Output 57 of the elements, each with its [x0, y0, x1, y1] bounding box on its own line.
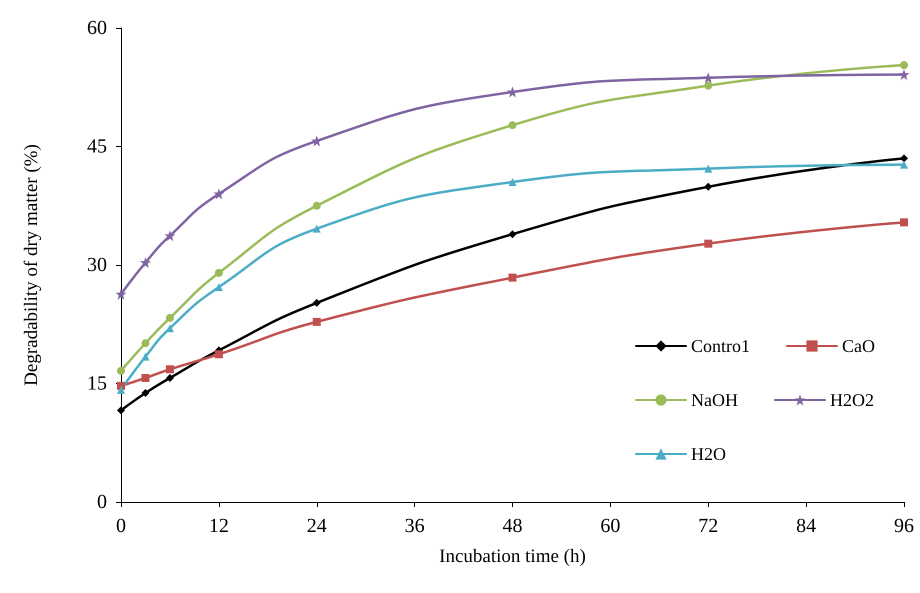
x-tick-label: 12 — [208, 515, 229, 537]
point — [508, 121, 516, 130]
x-tick-label: 84 — [796, 515, 816, 537]
point — [116, 288, 126, 300]
y-tick-label: 30 — [87, 254, 107, 276]
legend-label: NaOH — [691, 390, 738, 410]
point — [166, 314, 174, 322]
legend-label: H2O — [691, 444, 726, 464]
point — [900, 160, 908, 169]
point — [508, 230, 516, 238]
point — [900, 61, 908, 70]
x-tick-label: 96 — [894, 515, 914, 537]
point — [312, 318, 321, 326]
point — [117, 386, 125, 394]
y-tick-label: 0 — [97, 491, 107, 513]
point — [164, 230, 176, 242]
y-tick-label: 15 — [87, 372, 107, 394]
x-tick-label: 60 — [600, 515, 620, 537]
y-tick-label: 45 — [87, 136, 107, 158]
point — [214, 350, 223, 358]
y-axis-title: Degradability of dry matter (%) — [21, 144, 42, 386]
x-tick-label: 0 — [116, 515, 126, 537]
x-tick-label: 24 — [306, 515, 327, 537]
x-tick-label: 72 — [698, 515, 718, 537]
point — [312, 224, 321, 233]
point — [508, 178, 516, 186]
legend-label: H2O2 — [830, 390, 874, 410]
point — [312, 298, 321, 307]
x-axis-title: Incubation time (h) — [439, 546, 586, 567]
x-tick-label: 48 — [502, 515, 522, 537]
point — [214, 268, 223, 277]
point — [140, 257, 151, 268]
point — [704, 240, 712, 248]
point — [141, 388, 150, 397]
point — [312, 202, 321, 210]
y-tick-label: 60 — [87, 17, 107, 39]
point — [141, 339, 150, 348]
x-tick-label: 36 — [404, 515, 425, 537]
point — [900, 154, 908, 162]
point — [900, 218, 908, 226]
legend-label: Contro1 — [691, 336, 750, 356]
point — [117, 366, 125, 375]
point — [117, 406, 125, 414]
point — [898, 69, 910, 80]
point — [141, 352, 150, 361]
point — [704, 182, 712, 191]
point — [141, 374, 150, 382]
point — [702, 72, 714, 84]
point — [704, 164, 712, 173]
point — [704, 82, 712, 90]
point — [311, 135, 322, 146]
point — [166, 374, 174, 382]
point — [166, 365, 174, 374]
point — [214, 283, 223, 292]
legend-label: CaO — [842, 336, 876, 356]
point — [213, 188, 224, 200]
point — [508, 274, 516, 282]
